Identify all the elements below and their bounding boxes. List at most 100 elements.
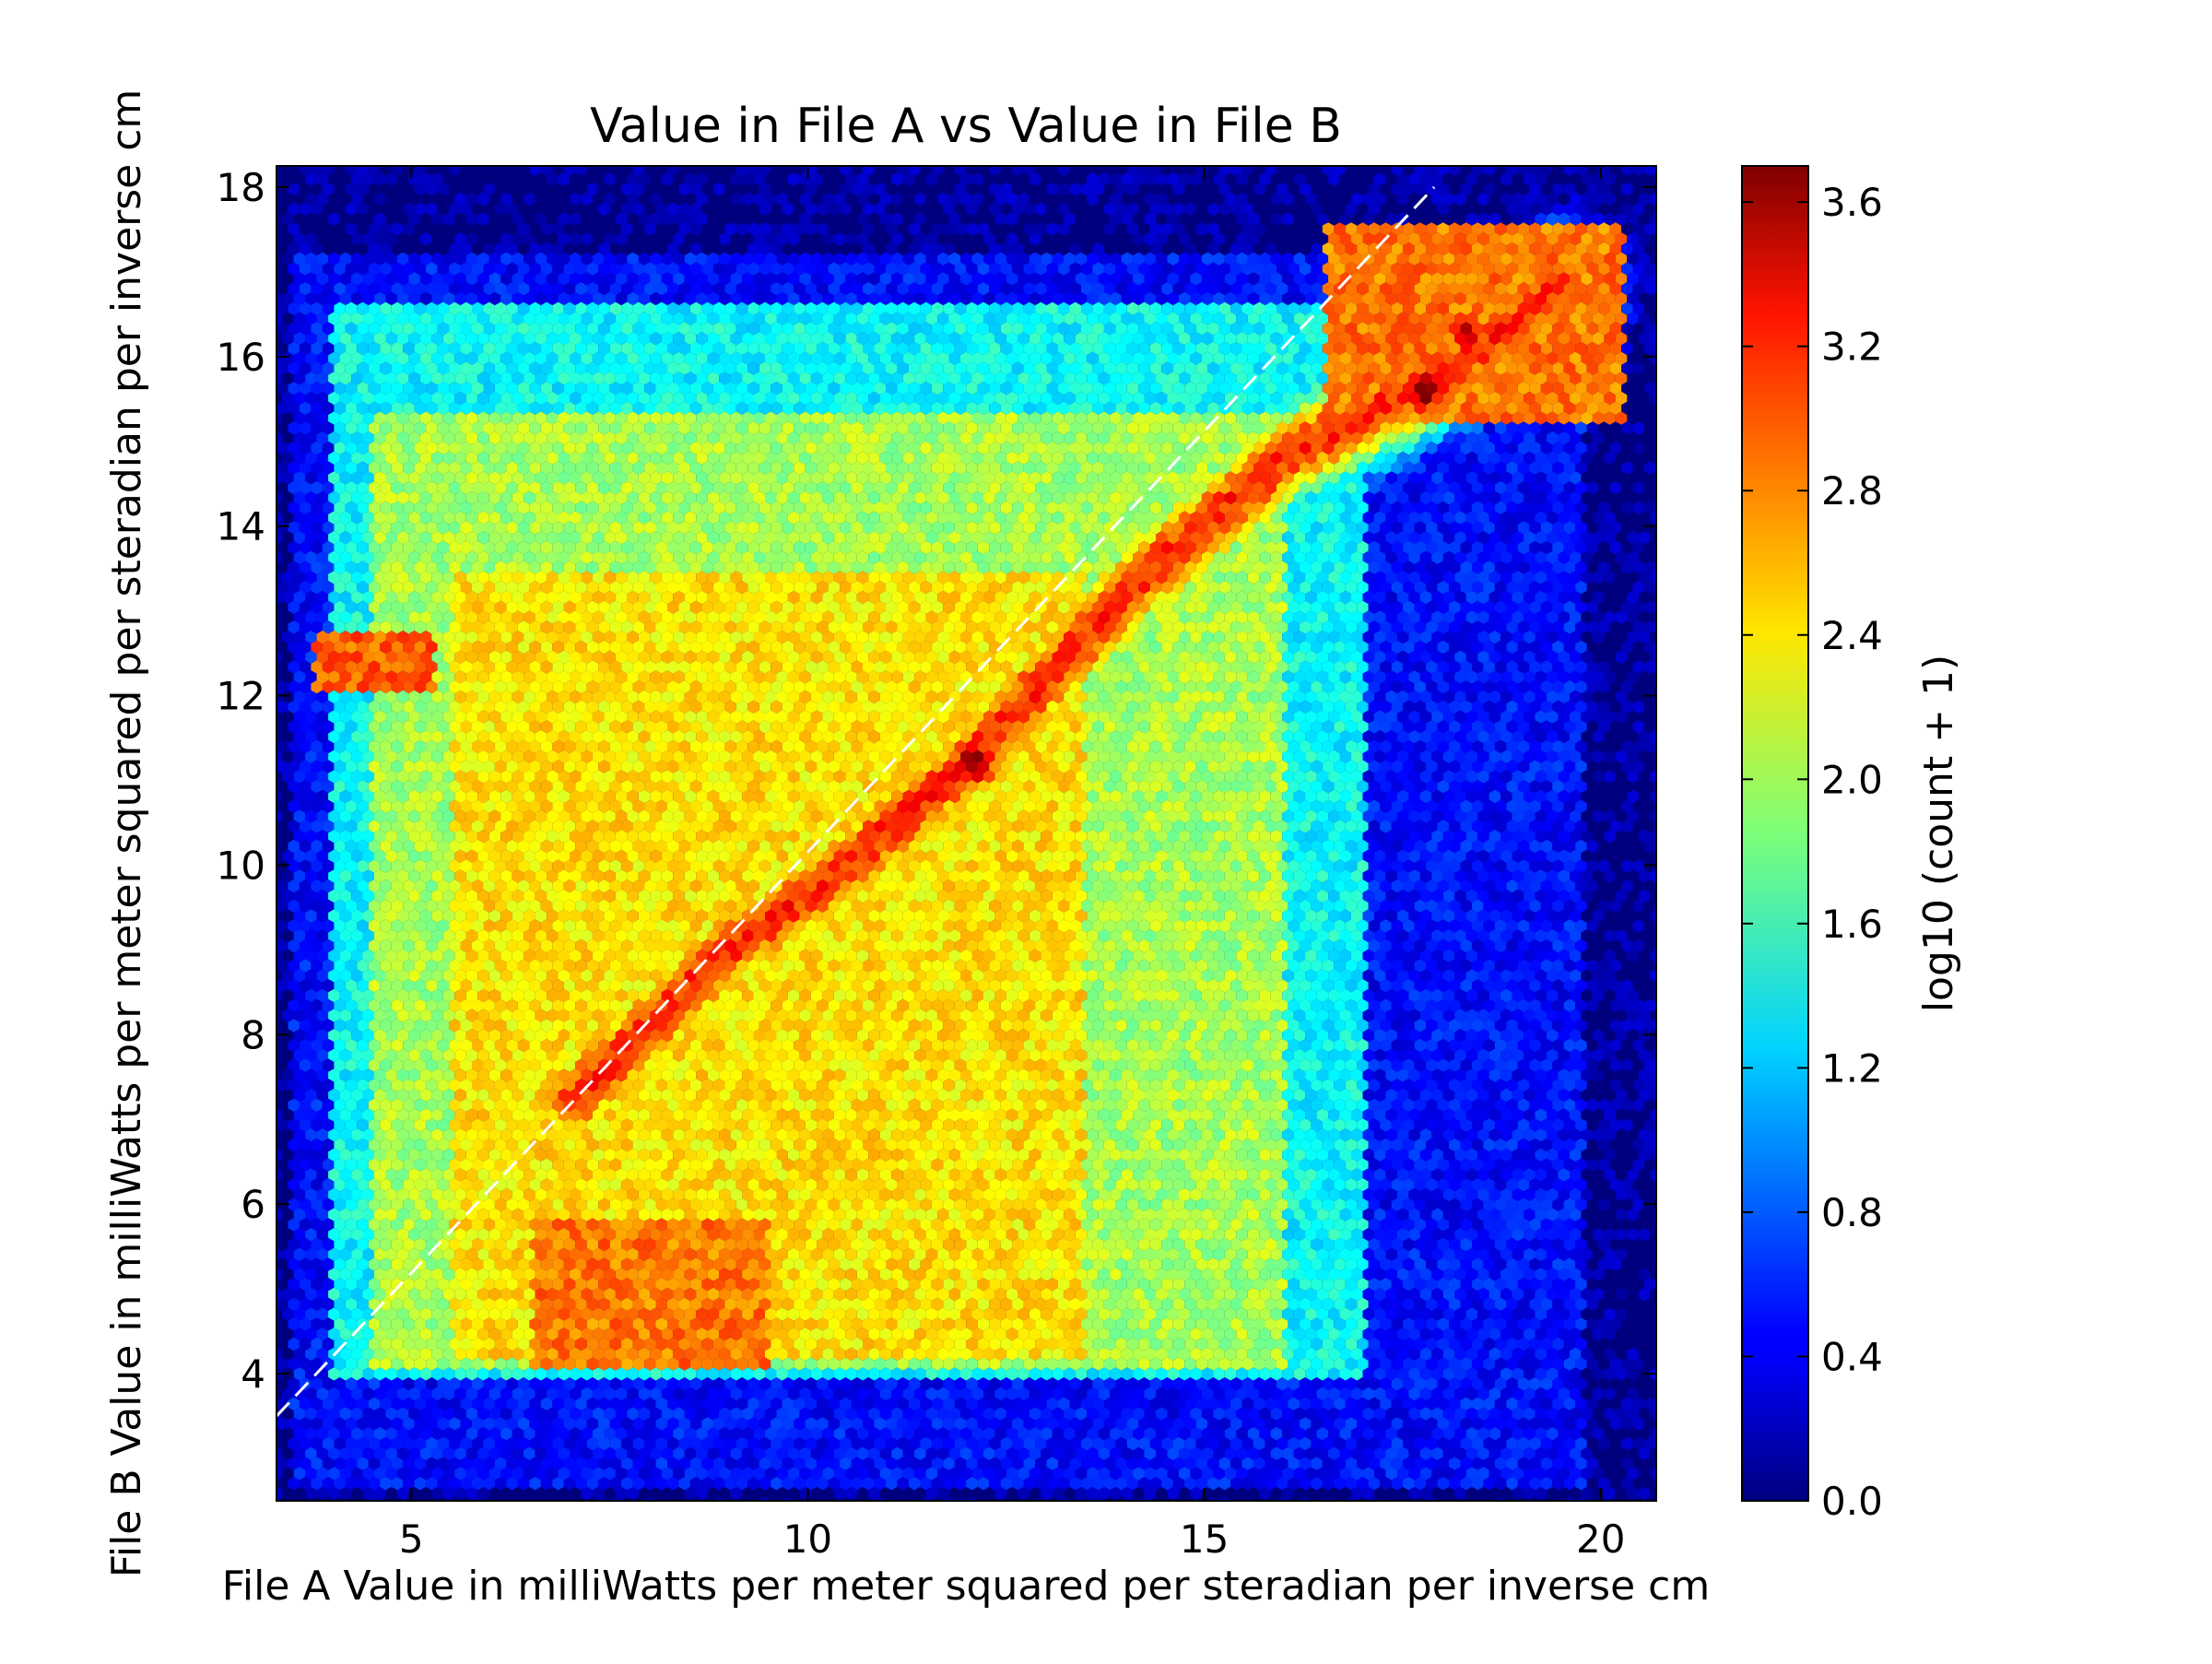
hex-bin (661, 312, 674, 325)
hex-bin (1517, 301, 1530, 315)
hex-bin (1121, 212, 1134, 226)
hex-bin (1110, 272, 1122, 286)
hex-bin (1270, 312, 1283, 325)
hex-bin (259, 551, 271, 564)
hex-bin (1110, 172, 1122, 186)
hex-bin (1575, 282, 1587, 296)
hex-bin (1144, 192, 1156, 207)
hex-bin (696, 252, 708, 266)
hex-bin (747, 322, 759, 336)
hex-bin (1431, 232, 1443, 246)
hex-bin (1046, 282, 1058, 296)
hex-bin (1403, 322, 1415, 336)
hex-bin (1006, 232, 1018, 246)
hex-bin (449, 322, 461, 336)
hex-bin (1334, 322, 1346, 336)
hex-bin (408, 212, 420, 226)
hex-bin (948, 252, 960, 266)
hex-bin (678, 202, 690, 216)
hex-bin (856, 192, 869, 207)
hex-bin (891, 312, 903, 325)
hex-bin (753, 291, 765, 306)
hex-bin (1156, 172, 1168, 186)
hex-bin (1488, 212, 1501, 226)
hex-bin (1483, 282, 1495, 296)
hex-bin (621, 322, 633, 336)
hex-bin (1437, 202, 1449, 216)
hex-bin (689, 282, 702, 296)
hex-bin (1621, 282, 1633, 296)
hex-bin (414, 202, 427, 216)
hex-bin (719, 232, 731, 246)
hex-bin (362, 272, 374, 286)
hex-bin (1426, 183, 1438, 196)
hex-bin (460, 322, 472, 336)
hex-bin (570, 252, 582, 266)
hex-bin (817, 322, 829, 336)
hex-bin (1598, 262, 1610, 276)
hex-bin (638, 312, 651, 325)
hex-bin (1575, 202, 1587, 216)
hex-bin (396, 252, 409, 266)
hex-bin (655, 322, 667, 336)
hex-bin (1029, 312, 1041, 325)
hex-bin (1064, 312, 1076, 325)
hex-bin (299, 322, 312, 336)
hex-bin (1391, 183, 1404, 196)
hex-bin (466, 153, 477, 166)
hex-bin (902, 272, 915, 286)
hex-bin (1098, 312, 1111, 325)
hex-bin (1563, 322, 1576, 336)
hex-bin (759, 202, 771, 216)
hex-bin (908, 222, 921, 236)
hex-bin (517, 322, 530, 336)
hex-bin (305, 232, 317, 246)
hex-bin (1524, 291, 1535, 306)
hex-bin (627, 272, 639, 286)
hex-bin (276, 291, 283, 306)
hex-bin (1644, 222, 1656, 236)
hex-bin (1592, 312, 1605, 325)
hex-bin (724, 222, 736, 236)
hex-bin (1396, 232, 1409, 246)
hex-bin (615, 291, 628, 306)
hex-bin (1465, 232, 1478, 246)
hex-bin (730, 291, 743, 306)
hex-bin (1069, 322, 1081, 336)
hex-bin (1110, 291, 1122, 306)
hex-bin (794, 322, 806, 336)
hex-bin (794, 282, 806, 296)
hex-bin (328, 291, 340, 306)
hex-bin (1465, 252, 1478, 266)
hex-bin (696, 172, 708, 186)
hex-bin (1081, 301, 1093, 315)
hex-bin (908, 242, 921, 256)
hex-bin (1299, 183, 1312, 196)
hex-bin (897, 166, 909, 176)
hex-bin (1368, 222, 1381, 236)
hex-bin (265, 421, 277, 434)
hex-bin (374, 291, 386, 306)
hex-bin (966, 282, 978, 296)
hex-bin (426, 322, 438, 336)
hex-bin (1604, 312, 1616, 325)
hex-bin (1570, 312, 1582, 325)
hex-bin (1156, 192, 1168, 207)
hex-bin (357, 301, 369, 315)
hex-bin (1442, 272, 1455, 286)
hex-bin (1494, 222, 1507, 236)
hex-bin (403, 262, 415, 276)
hex-bin (1345, 262, 1358, 276)
hex-bin (581, 312, 593, 325)
hex-bin (1311, 202, 1323, 216)
hex-bin (960, 252, 972, 266)
hex-bin (1540, 322, 1553, 336)
hex-bin (351, 272, 363, 286)
hex-bin (874, 282, 886, 296)
hex-bin (1149, 322, 1162, 336)
hex-bin (1058, 262, 1070, 276)
hex-bin (1201, 291, 1214, 306)
hex-bin (535, 212, 547, 226)
hex-bin (868, 252, 880, 266)
hex-bin (419, 172, 432, 186)
